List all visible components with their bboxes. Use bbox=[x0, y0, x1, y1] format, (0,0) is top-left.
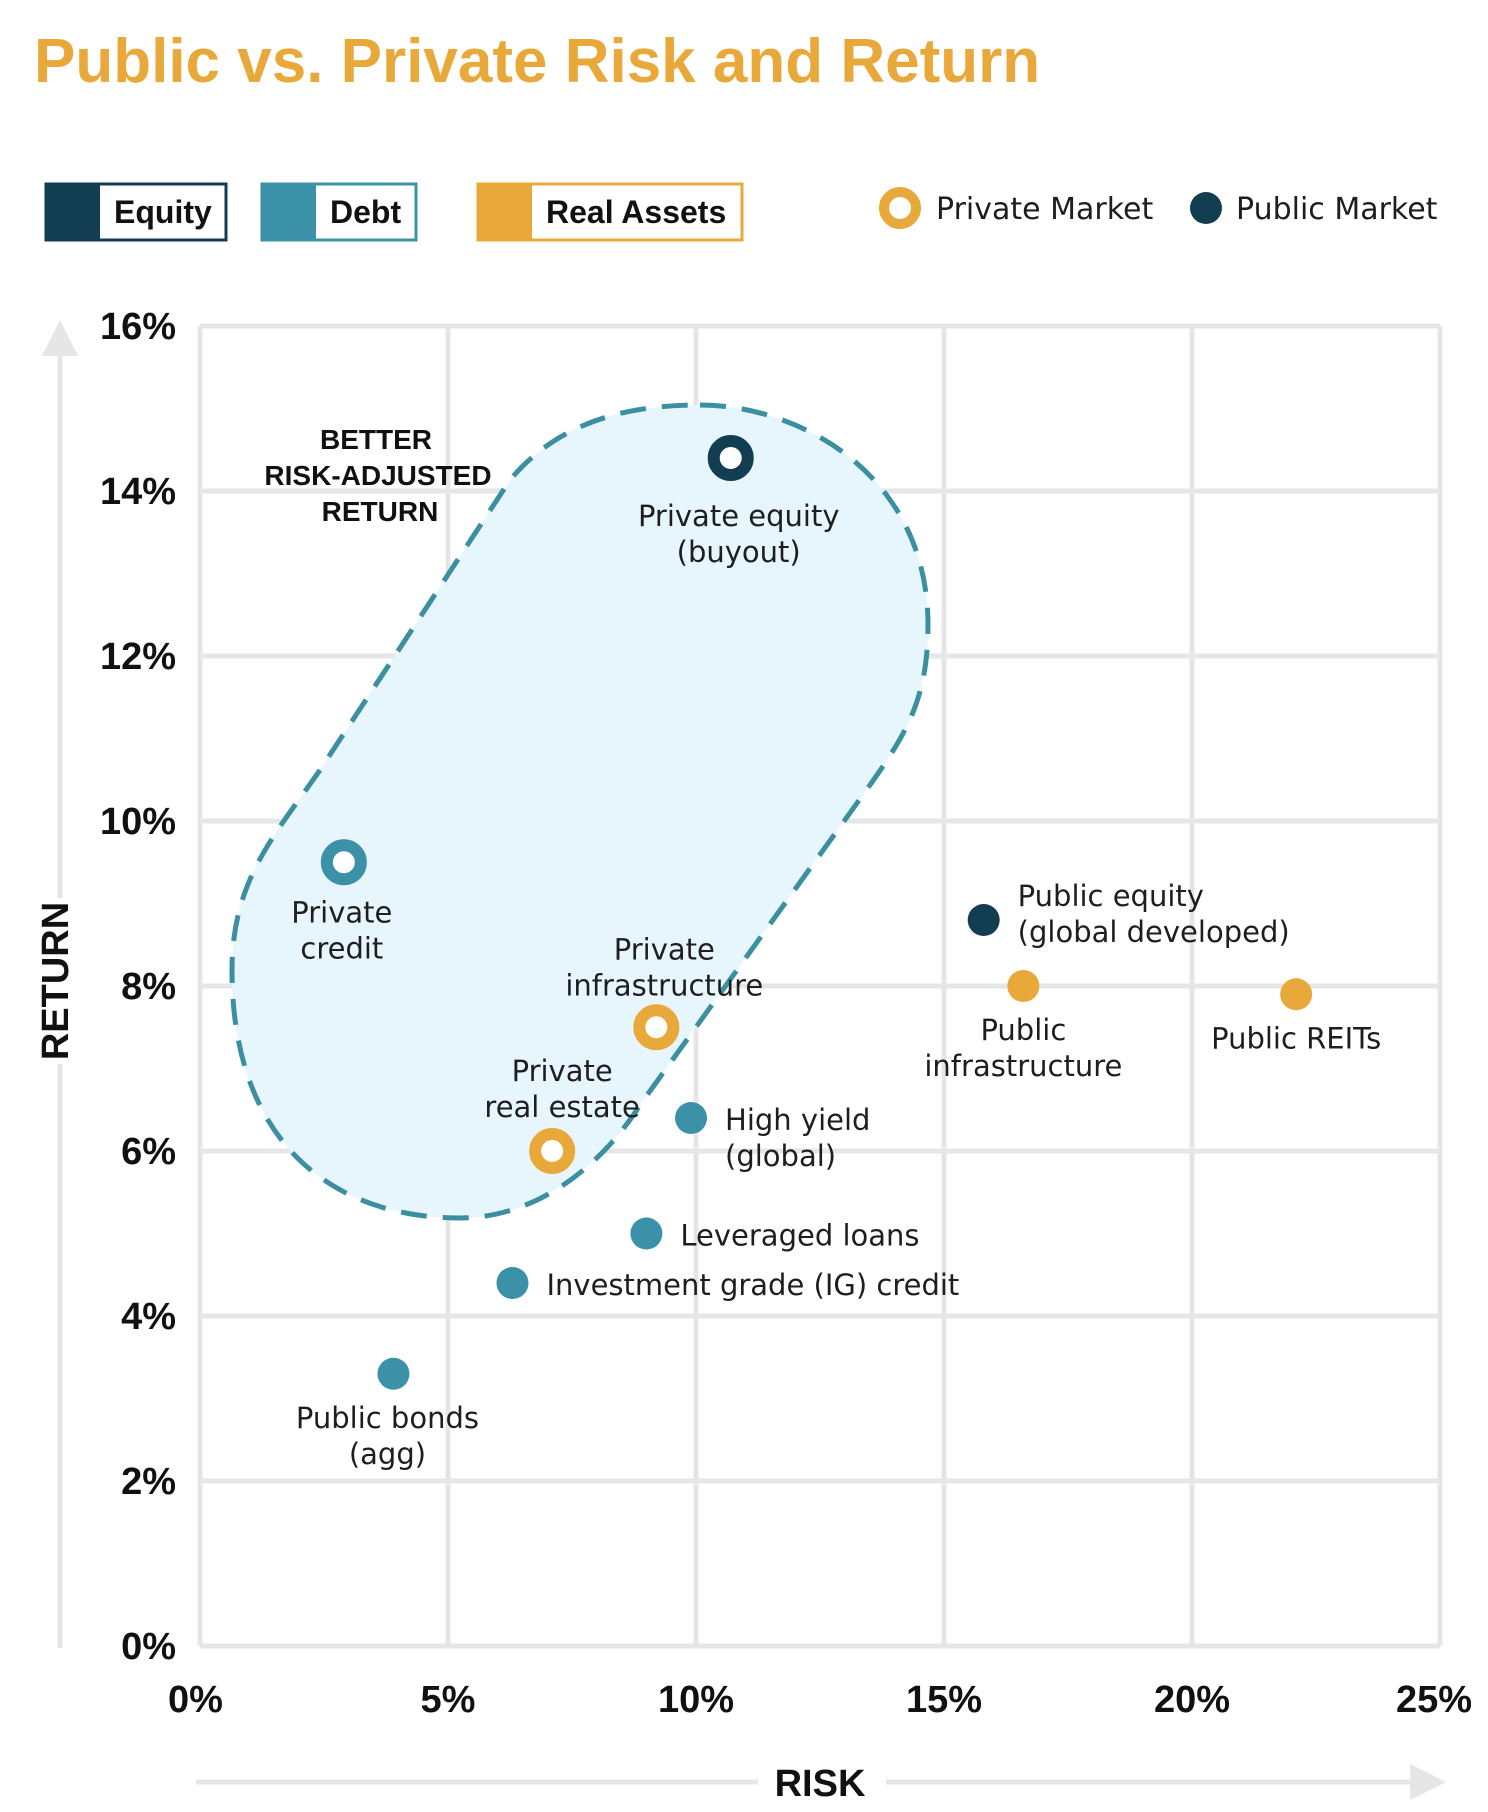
x-tick-label: 25% bbox=[1396, 1679, 1472, 1721]
legend-color-debt bbox=[262, 184, 316, 240]
y-tick-label: 6% bbox=[121, 1131, 176, 1173]
x-tick-label: 10% bbox=[658, 1679, 734, 1721]
legend-item-real-assets: Real Assets bbox=[476, 182, 744, 242]
better-risk-adjusted-region bbox=[229, 402, 931, 1221]
x-tick-label: 5% bbox=[421, 1679, 476, 1721]
data-point-label: Public bonds bbox=[296, 1401, 479, 1435]
legend: Equity Debt Real Assets Private Market P… bbox=[44, 182, 1438, 242]
region-label-line-1: BETTER bbox=[320, 424, 432, 455]
x-tick-labels: 0% 5% 10% 15% 20% 25% bbox=[168, 1679, 1472, 1721]
data-point-label: Private bbox=[614, 932, 715, 966]
private-market-marker bbox=[320, 839, 367, 886]
y-tick-label: 16% bbox=[100, 306, 176, 348]
public-market-dot-icon bbox=[1190, 192, 1222, 224]
y-tick-labels: 0% 2% 4% 6% 8% 10% 12% 14% 16% bbox=[100, 306, 176, 1668]
data-point-label: infrastructure bbox=[924, 1049, 1122, 1083]
data-point-label: real estate bbox=[484, 1090, 639, 1124]
y-tick-label: 4% bbox=[121, 1296, 176, 1338]
data-point-label: (global) bbox=[725, 1139, 836, 1173]
legend-label-debt: Debt bbox=[330, 194, 401, 230]
public-market-marker bbox=[630, 1217, 663, 1250]
public-market-marker bbox=[496, 1267, 529, 1299]
y-tick-label: 2% bbox=[121, 1461, 176, 1503]
public-market-marker bbox=[1280, 978, 1313, 1011]
chart-title: Public vs. Private Risk and Return bbox=[34, 27, 1040, 96]
data-point: Investment grade (IG) credit bbox=[496, 1267, 959, 1302]
private-market-marker bbox=[529, 1128, 576, 1174]
data-point: Public equity(global developed) bbox=[967, 879, 1290, 949]
y-tick-label: 12% bbox=[100, 636, 176, 678]
x-tick-label: 15% bbox=[906, 1679, 982, 1721]
data-point-label: Public bbox=[980, 1013, 1066, 1047]
data-point-label: (global developed) bbox=[1018, 915, 1290, 949]
public-market-marker bbox=[377, 1357, 410, 1390]
y-tick-label: 8% bbox=[121, 966, 176, 1008]
data-point-label: Public REITs bbox=[1211, 1021, 1381, 1055]
legend-label-private-market: Private Market bbox=[936, 192, 1153, 227]
data-point: Leveraged loans bbox=[630, 1217, 920, 1253]
y-tick-label: 10% bbox=[100, 801, 176, 843]
legend-label-public-market: Public Market bbox=[1236, 192, 1438, 227]
private-market-marker bbox=[707, 435, 754, 481]
y-axis-label: RETURN bbox=[35, 902, 77, 1060]
data-point-label: Private bbox=[512, 1054, 613, 1088]
legend-label-equity: Equity bbox=[114, 194, 212, 230]
private-market-marker bbox=[633, 1004, 680, 1051]
x-axis-arrow-head-icon bbox=[1410, 1764, 1446, 1800]
y-tick-label: 0% bbox=[121, 1626, 176, 1668]
x-tick-label: 20% bbox=[1154, 1679, 1230, 1721]
public-market-marker bbox=[967, 904, 1000, 936]
legend-item-public-market: Public Market bbox=[1190, 192, 1438, 227]
data-point: High yield(global) bbox=[675, 1102, 870, 1173]
legend-item-private-market: Private Market bbox=[879, 187, 1153, 229]
data-point-label: infrastructure bbox=[565, 968, 763, 1002]
y-tick-label: 14% bbox=[100, 471, 176, 513]
data-point: Public bonds(agg) bbox=[296, 1357, 479, 1471]
x-axis-label: RISK bbox=[775, 1763, 866, 1805]
region-label: BETTER RISK-ADJUSTED RETURN bbox=[264, 424, 491, 527]
region-label-line-2: RISK-ADJUSTED bbox=[264, 460, 491, 491]
legend-color-real-assets bbox=[478, 184, 532, 240]
public-market-marker bbox=[675, 1102, 708, 1134]
data-point-label: credit bbox=[300, 931, 383, 965]
y-axis-label-backing bbox=[36, 898, 84, 1064]
public-market-marker bbox=[1007, 970, 1040, 1002]
x-axis-label-backing bbox=[758, 1756, 886, 1808]
legend-label-real-assets: Real Assets bbox=[546, 194, 726, 230]
legend-item-equity: Equity bbox=[44, 182, 228, 242]
data-point-label: Leveraged loans bbox=[680, 1219, 919, 1253]
data-point-label: High yield bbox=[725, 1103, 870, 1137]
region-label-line-3: RETURN bbox=[322, 496, 439, 527]
data-point-label: (buyout) bbox=[677, 535, 801, 569]
y-axis-arrow-head-icon bbox=[42, 320, 78, 356]
data-point-label: Private equity bbox=[638, 499, 840, 533]
data-point: Public REITs bbox=[1211, 978, 1381, 1055]
legend-item-debt: Debt bbox=[260, 182, 418, 242]
data-point: Private equity(buyout) bbox=[638, 435, 840, 569]
data-point-label: Public equity bbox=[1018, 879, 1204, 913]
data-point-label: Investment grade (IG) credit bbox=[546, 1268, 959, 1302]
legend-color-equity bbox=[46, 184, 100, 240]
private-market-ring-icon bbox=[879, 187, 921, 229]
x-tick-label: 0% bbox=[168, 1679, 223, 1721]
data-point-label: Private bbox=[291, 895, 392, 929]
data-point-label: (agg) bbox=[349, 1437, 426, 1471]
